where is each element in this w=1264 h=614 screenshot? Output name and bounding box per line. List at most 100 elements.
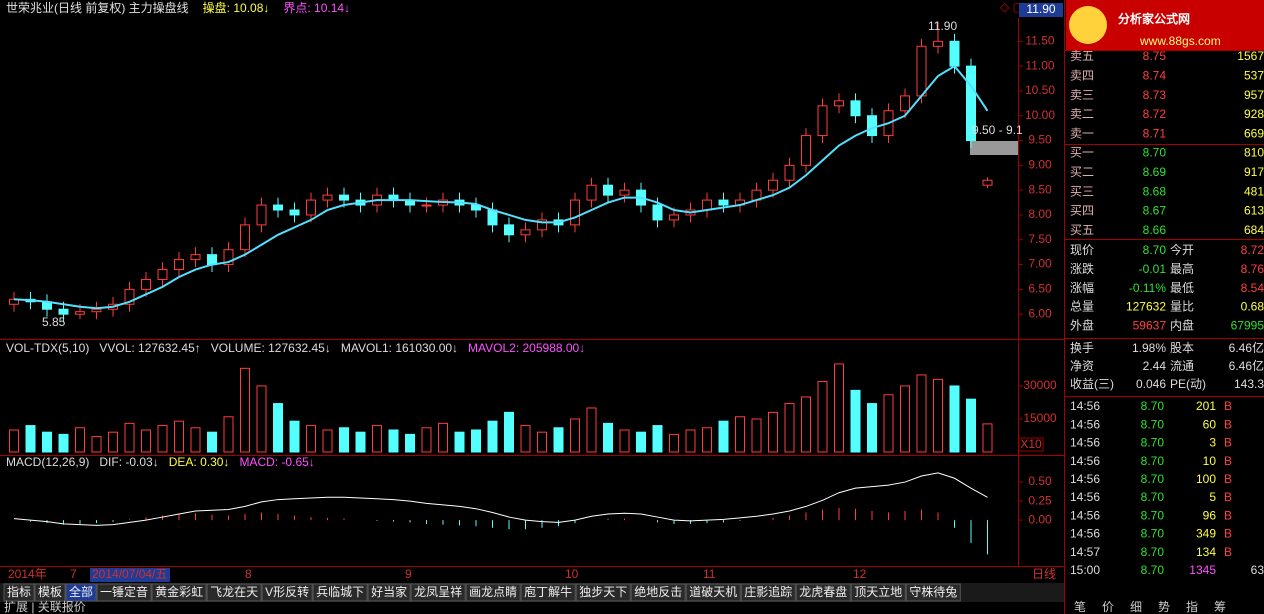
tab[interactable] bbox=[3, 583, 35, 602]
tab-label[interactable]: 庖丁解牛 bbox=[524, 584, 572, 599]
book-price: 8.74 bbox=[1143, 68, 1167, 82]
tab-label[interactable]: 独步天下 bbox=[579, 585, 627, 599]
candle-body bbox=[487, 209, 498, 226]
tab[interactable] bbox=[630, 583, 686, 602]
tab[interactable] bbox=[410, 583, 466, 602]
volume-bar bbox=[9, 429, 19, 453]
price-annotation: 9.50 - 9.1 bbox=[972, 123, 1023, 137]
volume-bar bbox=[273, 403, 283, 453]
volume-bar bbox=[124, 422, 135, 453]
candle-body bbox=[768, 179, 778, 191]
tab-label[interactable]: 龙虎春盘 bbox=[799, 584, 847, 599]
book-price: 8.69 bbox=[1143, 165, 1167, 179]
tab-label[interactable]: V形反转 bbox=[265, 584, 309, 599]
volume-bar bbox=[619, 429, 630, 453]
side-tab[interactable]: 指 bbox=[1186, 599, 1198, 614]
candle-body bbox=[421, 204, 432, 207]
side-tab[interactable]: 细 bbox=[1130, 600, 1142, 614]
trade-price: 8.70 bbox=[1141, 436, 1165, 450]
tab[interactable] bbox=[905, 583, 961, 602]
volume-bar bbox=[454, 431, 465, 453]
tab-label[interactable]: 一锤定音 bbox=[100, 584, 148, 599]
candle-body bbox=[58, 308, 69, 315]
tab[interactable] bbox=[520, 583, 576, 602]
side-tab[interactable]: 笔 bbox=[1074, 599, 1086, 614]
tab-label[interactable]: 龙凤呈祥 bbox=[414, 585, 462, 599]
tab[interactable] bbox=[206, 583, 262, 602]
book-volume: 537 bbox=[1244, 68, 1264, 82]
quote-label: 总量 bbox=[1070, 300, 1094, 314]
tab-label[interactable]: 道破天机 bbox=[689, 584, 737, 599]
tab-label[interactable]: 兵临城下 bbox=[316, 585, 364, 599]
trade-time: 14:57 bbox=[1070, 545, 1100, 559]
fund-label: 收益(三) bbox=[1070, 377, 1114, 391]
volume-bar bbox=[141, 429, 151, 453]
book-price: 8.66 bbox=[1143, 223, 1167, 237]
tab-label[interactable]: 全部 bbox=[69, 584, 93, 599]
fund-value: 2.44 bbox=[1143, 359, 1167, 373]
tab[interactable] bbox=[34, 583, 66, 602]
trade-volume: 3 bbox=[1209, 436, 1216, 450]
trade-time: 14:56 bbox=[1070, 472, 1100, 486]
volume-bar bbox=[471, 429, 481, 453]
volume-bar bbox=[768, 411, 778, 453]
quote-value: 8.54 bbox=[1241, 281, 1264, 295]
book-volume: 1567 bbox=[1237, 49, 1264, 63]
volume-bar bbox=[223, 416, 234, 453]
tab[interactable] bbox=[740, 583, 796, 602]
volume-bar bbox=[834, 363, 844, 453]
volume-legend: MAVOL2: 205988.00↓ bbox=[468, 341, 585, 355]
candle-body bbox=[306, 199, 316, 216]
window-controls: ◇ ▢ bbox=[1000, 0, 1024, 14]
side-tab[interactable]: 势 bbox=[1158, 600, 1170, 614]
tab[interactable] bbox=[367, 583, 411, 602]
tab-label[interactable]: 指标 bbox=[7, 584, 31, 599]
volume-unit: X10 bbox=[1020, 437, 1042, 451]
quote-value: 0.68 bbox=[1241, 300, 1264, 314]
book-volume: 684 bbox=[1244, 223, 1264, 237]
tab-label[interactable]: 模板 bbox=[38, 585, 62, 599]
volume-bar bbox=[405, 433, 415, 453]
tab[interactable] bbox=[151, 583, 207, 602]
side-tab[interactable]: 筹 bbox=[1214, 600, 1226, 614]
side-tab[interactable]: 价 bbox=[1102, 600, 1114, 614]
tab-label[interactable]: 庄影追踪 bbox=[744, 584, 792, 599]
tab[interactable] bbox=[685, 583, 741, 602]
quote-value: 8.72 bbox=[1241, 243, 1264, 257]
candle-body bbox=[603, 184, 613, 196]
tab-label[interactable]: 黄金彩虹 bbox=[155, 584, 203, 599]
tab-label[interactable]: 顶天立地 bbox=[854, 584, 902, 599]
volume-bar bbox=[850, 389, 861, 453]
date-label: 12 bbox=[853, 567, 867, 581]
fund-value: 6.46亿 bbox=[1229, 358, 1264, 373]
y-tick-label: 10.50 bbox=[1025, 83, 1055, 97]
volume-bar bbox=[900, 385, 910, 453]
trade-side: B bbox=[1224, 417, 1232, 431]
volume-bar bbox=[537, 431, 547, 453]
tab-label[interactable]: 好当家 bbox=[371, 584, 407, 599]
tab[interactable] bbox=[312, 583, 368, 602]
tab-label[interactable]: 绝地反击 bbox=[634, 584, 682, 599]
macd-legend: DIF: -0.03↓ bbox=[99, 455, 158, 469]
tab[interactable] bbox=[465, 583, 521, 602]
tab[interactable] bbox=[96, 583, 152, 602]
tab[interactable] bbox=[850, 583, 906, 602]
trade-price: 8.70 bbox=[1141, 563, 1165, 577]
trade-price: 8.70 bbox=[1141, 417, 1165, 431]
tab[interactable] bbox=[795, 583, 851, 602]
tab[interactable] bbox=[575, 583, 631, 602]
tab[interactable] bbox=[261, 583, 313, 602]
date-label: 2014年 bbox=[8, 567, 47, 581]
candle-body bbox=[916, 45, 927, 97]
y-tick-label: 30000 bbox=[1023, 378, 1057, 392]
trade-time: 14:56 bbox=[1070, 508, 1100, 522]
trade-volume: 100 bbox=[1196, 472, 1216, 486]
tab-label[interactable]: 守株待兔 bbox=[909, 584, 957, 599]
ma-line bbox=[13, 64, 989, 310]
current-price: 11.90 bbox=[1026, 2, 1055, 16]
candle-body bbox=[504, 224, 514, 236]
tab-label[interactable]: 飞龙在天 bbox=[210, 585, 258, 599]
tab[interactable] bbox=[65, 583, 97, 602]
tab-label[interactable]: 画龙点睛 bbox=[469, 585, 517, 599]
